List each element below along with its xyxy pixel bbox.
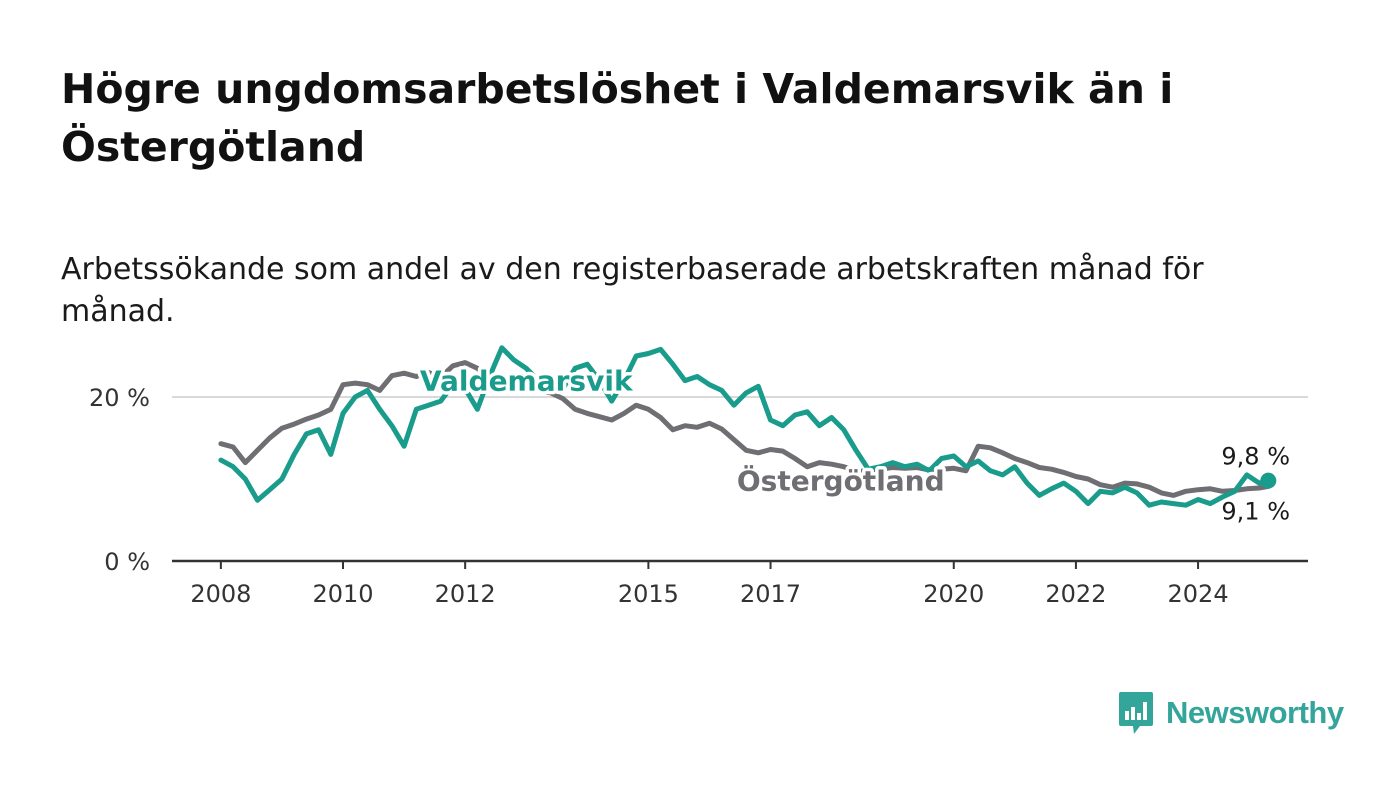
x-tick-label: 2017 xyxy=(740,580,801,608)
x-axis: 2008 2010 2012 2015 2017 2020 2022 2024 xyxy=(172,559,1308,608)
series-lines xyxy=(218,345,1271,508)
y-axis-ticks: 0 % 20 % xyxy=(89,384,150,576)
series-annotations: Valdemarsvik Östergötland xyxy=(416,361,948,501)
x-tick-label: 2020 xyxy=(923,580,984,608)
series-line--sterg-tland xyxy=(218,360,1271,498)
x-tick-label: 2015 xyxy=(618,580,679,608)
bar-chart-speech-bubble-icon xyxy=(1119,692,1153,734)
end-label-valdemarsvik: 9,8 % xyxy=(1221,443,1290,471)
chart-title: Högre ungdomsarbetslöshet i Valdemarsvik… xyxy=(61,65,1174,171)
x-tick-label: 2022 xyxy=(1045,580,1106,608)
y-tick-label: 0 % xyxy=(104,548,150,576)
x-tick-label: 2024 xyxy=(1168,580,1229,608)
x-tick-label: 2008 xyxy=(190,580,251,608)
end-label-ostergotland: 9,1 % xyxy=(1221,497,1290,525)
chart-subtitle: Arbetssökande som andel av den registerb… xyxy=(61,252,1204,329)
x-tick-label: 2010 xyxy=(312,580,373,608)
end-point-valdemarsvik xyxy=(1260,472,1277,489)
newsworthy-logo: Newsworthy xyxy=(1118,690,1344,736)
end-labels: 9,8 % 9,1 % xyxy=(1221,443,1290,526)
x-tick-label: 2012 xyxy=(435,580,496,608)
brand-name: Newsworthy xyxy=(1166,695,1344,730)
series-label-valdemarsvik: Valdemarsvik xyxy=(420,364,634,397)
y-tick-label: 20 % xyxy=(89,384,150,412)
series-label--sterg-tland: Östergötland xyxy=(737,463,945,497)
series-line-valdemarsvik xyxy=(218,345,1271,508)
